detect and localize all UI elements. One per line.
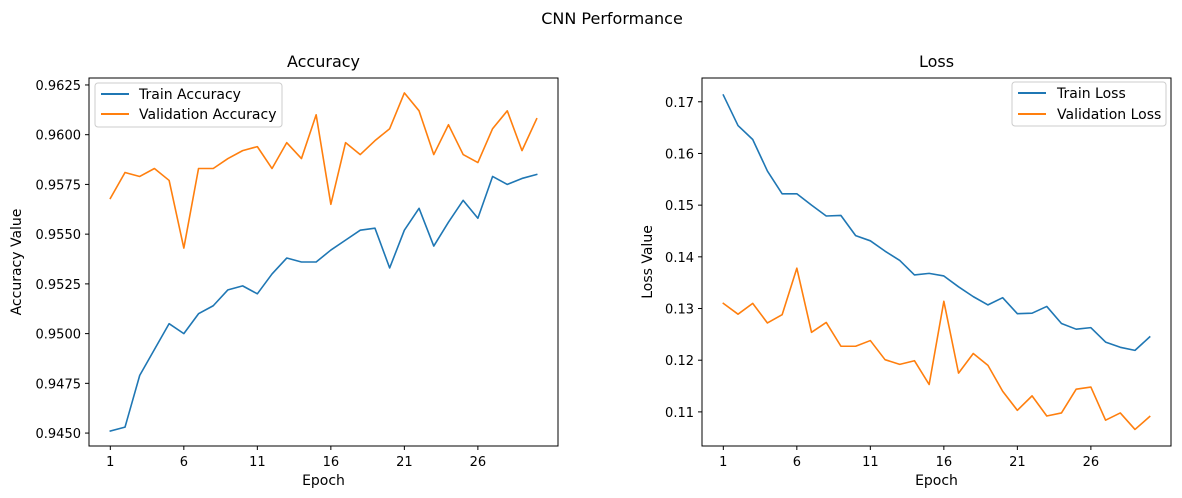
accuracy-y-tick-label: 0.9600 [36,129,82,144]
accuracy-x-tick-label: 1 [106,455,114,470]
accuracy-x-tick-label: 21 [396,455,413,470]
accuracy-y-tick-label: 0.9475 [36,377,82,392]
accuracy-x-axis-label: Epoch [302,473,345,489]
accuracy-chart-title: Accuracy [287,52,360,71]
loss-train-line [722,93,1151,352]
accuracy-legend: Train Accuracy Validation Accuracy [94,82,283,128]
accuracy-y-tick-label: 0.9575 [36,178,82,193]
loss-y-tick-label: 0.12 [665,354,694,369]
loss-y-ticks: 0.11 0.12 0.13 0.14 0.15 0.16 0.17 [665,96,702,421]
loss-x-ticks: 1 6 11 16 21 26 [719,446,1099,470]
loss-x-axis-label: Epoch [915,473,958,489]
loss-lines [722,93,1151,431]
loss-x-tick-label: 1 [719,455,727,470]
loss-x-tick-label: 11 [862,455,879,470]
accuracy-validation-line [109,92,538,249]
loss-x-tick-label: 16 [936,455,953,470]
loss-legend-train-label: Train Loss [1056,86,1126,102]
loss-x-tick-label: 6 [793,455,801,470]
accuracy-train-line [109,173,538,433]
loss-y-tick-label: 0.16 [665,147,694,162]
loss-legend: Train Loss Validation Loss [1011,81,1167,127]
accuracy-plot-frame [88,77,559,447]
loss-y-tick-label: 0.11 [665,406,694,421]
loss-y-tick-label: 0.15 [665,199,694,214]
loss-legend-validation-label: Validation Loss [1057,107,1161,123]
accuracy-x-tick-label: 6 [180,455,188,470]
loss-y-tick-label: 0.17 [665,96,694,111]
accuracy-x-tick-label: 26 [470,455,487,470]
accuracy-y-tick-label: 0.9450 [36,427,82,442]
loss-x-tick-label: 21 [1009,455,1026,470]
accuracy-y-tick-label: 0.9525 [36,278,82,293]
accuracy-y-tick-label: 0.9625 [36,79,82,94]
accuracy-x-tick-label: 11 [249,455,266,470]
loss-validation-line [722,267,1151,431]
accuracy-legend-validation-label: Validation Accuracy [139,107,277,123]
accuracy-x-ticks: 1 6 11 16 21 26 [106,446,486,470]
accuracy-y-axis-label: Accuracy Value [9,209,25,316]
accuracy-lines [109,92,538,433]
accuracy-y-ticks: 0.9450 0.9475 0.9500 0.9525 0.9550 0.9575 0.96… [36,79,89,442]
loss-y-axis-label: Loss Value [640,225,656,299]
accuracy-y-tick-label: 0.9550 [36,228,82,243]
accuracy-x-tick-label: 16 [323,455,340,470]
loss-y-tick-label: 0.13 [665,303,694,318]
accuracy-y-tick-label: 0.9500 [36,328,82,343]
loss-y-tick-label: 0.14 [665,251,694,266]
loss-legend-box [1011,81,1167,127]
loss-x-tick-label: 26 [1083,455,1100,470]
loss-plot-frame [701,77,1172,447]
accuracy-legend-box [94,82,283,128]
loss-chart: Loss 1 6 11 16 21 26 0.110.120.130.140.150.16… [640,52,1172,489]
loss-chart-title: Loss [919,52,954,71]
accuracy-legend-train-label: Train Accuracy [138,87,241,103]
suptitle: CNN Performance [541,9,683,28]
accuracy-chart: Accuracy 1 6 11 16 21 26 0.94500.94750.95000.… [9,52,559,489]
